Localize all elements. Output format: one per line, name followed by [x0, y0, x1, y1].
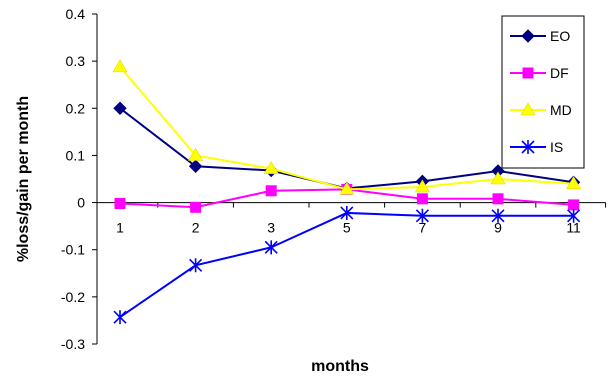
data-point-df [266, 186, 276, 196]
data-point-is [114, 310, 126, 324]
x-tick-label: 2 [192, 220, 200, 236]
legend-label-is: IS [550, 139, 563, 155]
y-tick-label: 0.2 [66, 100, 86, 116]
y-tick-label: -0.1 [61, 242, 85, 258]
data-point-df [493, 194, 503, 204]
y-axis: 0.4 0.3 0.2 0.1 0 -0.1 -0.2 -0.3 [61, 6, 97, 352]
y-tick-label: 0.4 [66, 6, 86, 22]
y-tick-label: 0.1 [66, 147, 86, 163]
y-tick-label: -0.2 [61, 289, 85, 305]
data-point-md [491, 172, 505, 184]
x-tick-label: 1 [116, 220, 124, 236]
y-tick-label: -0.3 [61, 336, 85, 352]
y-tick-label: 0.3 [66, 53, 86, 69]
legend: EO DF MD IS [502, 16, 584, 168]
legend-label-eo: EO [550, 28, 570, 44]
y-axis-title: %loss/gain per month [15, 96, 32, 262]
data-point-md [113, 60, 127, 72]
y-tick-label: 0 [77, 195, 85, 211]
data-point-df [417, 194, 427, 204]
x-tick-label: 5 [343, 220, 351, 236]
data-point-df [115, 199, 125, 209]
data-point-df [569, 200, 579, 210]
legend-box [502, 16, 584, 168]
x-axis-title: months [311, 358, 369, 375]
legend-label-md: MD [550, 102, 572, 118]
legend-label-df: DF [550, 65, 569, 81]
data-point-df [191, 202, 201, 212]
x-tick-label: 3 [267, 220, 275, 236]
legend-marker-df [523, 68, 533, 78]
